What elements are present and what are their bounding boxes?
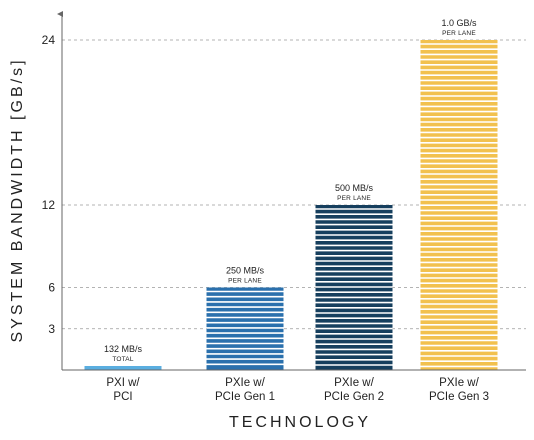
y-tick-label: 3	[48, 322, 55, 336]
bar	[84, 366, 162, 370]
y-tick-label: 24	[42, 33, 56, 47]
category-label: PXIe w/	[334, 377, 374, 389]
bar-annotations: 132 MB/s TOTAL 250 MB/s PER LANE 500 MB/s PER…	[104, 18, 477, 363]
category-label: PCIe Gen 3	[429, 391, 489, 403]
bar	[315, 205, 393, 370]
category-label: PCIe Gen 1	[215, 391, 275, 403]
bar	[206, 287, 284, 370]
bar-annotation-value: 132 MB/s	[104, 344, 143, 354]
axes	[57, 11, 526, 371]
category-label: PCI	[113, 391, 132, 403]
y-tick-label: 12	[42, 198, 56, 212]
category-label: PCIe Gen 2	[324, 391, 384, 403]
x-axis-title: TECHNOLOGY	[229, 414, 371, 431]
y-tick-label: 6	[48, 281, 55, 295]
category-label: PXIe w/	[439, 377, 479, 389]
bar-annotation-value: 1.0 GB/s	[441, 18, 477, 28]
category-label: PXI w/	[106, 377, 140, 389]
bar-annotation-unit: PER LANE	[228, 278, 262, 285]
bar-annotation-unit: TOTAL	[112, 356, 134, 363]
bar-annotation-value: 250 MB/s	[226, 266, 265, 276]
bar-annotation-unit: PER LANE	[337, 195, 371, 202]
bar-fill	[84, 366, 162, 370]
bar-fill	[206, 287, 284, 370]
bars	[84, 40, 498, 370]
category-labels: PXI w/PCI PXIe w/PCIe Gen 1 PXIe w/PCIe Ge…	[106, 377, 489, 403]
bar-annotation-unit: PER LANE	[442, 30, 476, 37]
y-tick-labels: 3 6 12 24	[42, 33, 56, 336]
y-axis-title: SYSTEM BANDWIDTH [GB/s]	[9, 57, 26, 342]
category-label: PXIe w/	[225, 377, 265, 389]
bar-annotation-value: 500 MB/s	[335, 183, 374, 193]
bar	[420, 40, 498, 370]
